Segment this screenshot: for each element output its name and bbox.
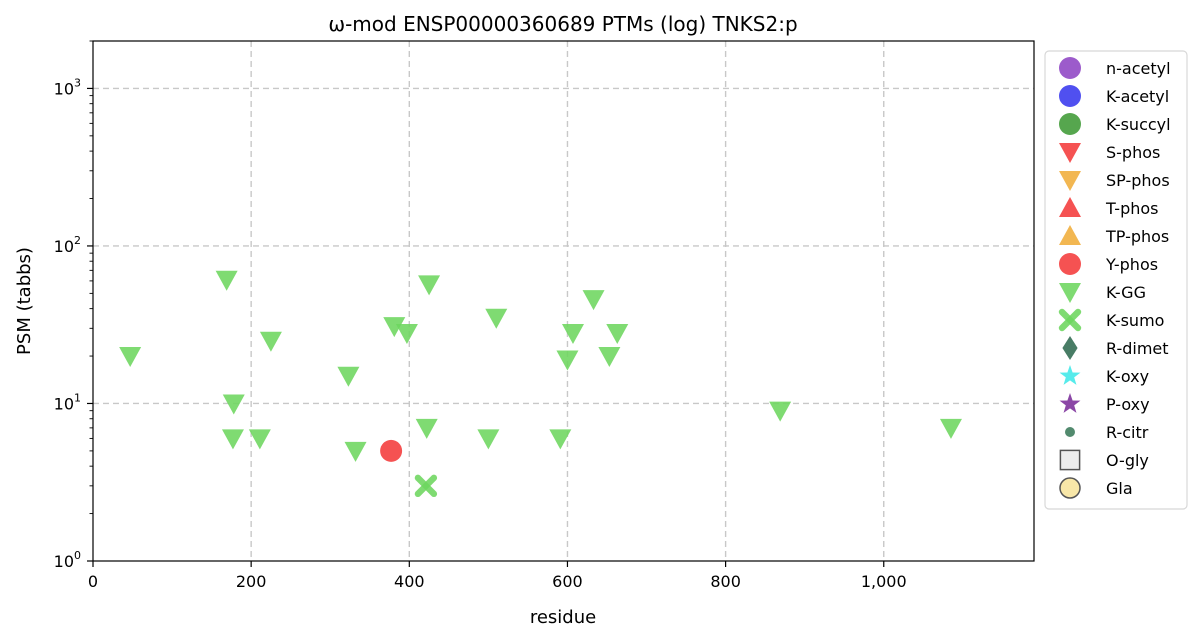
y-tick-label: 100 [54, 549, 81, 571]
data-point-k-gg [383, 317, 406, 338]
legend-item: Gla [1059, 477, 1133, 499]
legend-item: S-phos [1059, 143, 1160, 163]
data-point-k-gg [344, 441, 367, 462]
legend-label: T-phos [1105, 199, 1159, 218]
legend-marker [1059, 171, 1081, 191]
plot-frame [92, 40, 1035, 562]
data-point-k-gg [485, 308, 508, 329]
legend-item: K-GG [1059, 283, 1146, 303]
legend-marker [1059, 449, 1081, 471]
legend-label: K-oxy [1106, 367, 1149, 386]
legend-marker [1059, 365, 1081, 385]
data-point-k-gg [549, 429, 572, 450]
legend-item: R-dimet [1062, 336, 1169, 360]
legend-marker [1059, 283, 1081, 303]
legend-item: T-phos [1059, 197, 1159, 218]
data-point-k-gg [395, 324, 418, 345]
data-point-k-gg [561, 324, 584, 345]
data-point-k-sumo [414, 474, 438, 498]
x-tick-label: 0 [88, 572, 98, 591]
data-point-k-gg [222, 394, 245, 415]
legend-marker [1062, 336, 1078, 360]
data-point-k-gg [259, 331, 282, 352]
legend-item: Y-phos [1059, 253, 1158, 275]
legend-marker [1059, 85, 1081, 107]
legend-label: O-gly [1106, 451, 1149, 470]
legend-marker [1059, 477, 1081, 499]
data-point-k-gg [221, 429, 244, 450]
legend-item: R-citr [1065, 423, 1149, 442]
legend-label: R-citr [1106, 423, 1149, 442]
legend-label: K-succyl [1106, 115, 1171, 134]
legend-item: K-sumo [1058, 308, 1164, 332]
legend-marker [1059, 393, 1081, 413]
legend-marker [1059, 143, 1081, 163]
y-tick-label: 102 [54, 234, 81, 256]
data-point-k-gg [337, 366, 360, 387]
data-point-k-gg [415, 418, 438, 439]
legend-label: R-dimet [1106, 339, 1169, 358]
legend-marker [1059, 197, 1081, 217]
legend-item: P-oxy [1059, 393, 1150, 414]
data-point-k-gg [606, 324, 629, 345]
x-tick-label: 400 [394, 572, 425, 591]
y-axis-label: PSM (tabbs) [14, 247, 35, 355]
legend-item: K-acetyl [1059, 85, 1169, 107]
data-point-k-gg [418, 275, 441, 296]
data-point-k-gg [598, 347, 621, 368]
grid-layer [93, 41, 1034, 561]
legend-label: Y-phos [1105, 255, 1158, 274]
chart-title: ω-mod ENSP00000360689 PTMs (log) TNKS2:p [328, 12, 797, 36]
legend-marker [1059, 225, 1081, 245]
legend: n-acetyl K-acetyl K-succyl S-phos SP-phos T-p… [1044, 50, 1188, 510]
legend-item: O-gly [1059, 449, 1149, 471]
legend-item: K-oxy [1059, 365, 1149, 386]
legend-label: K-sumo [1106, 311, 1164, 330]
x-stroke [414, 474, 438, 498]
x-tick-label: 800 [710, 572, 741, 591]
legend-item: n-acetyl [1059, 57, 1171, 79]
x-stroke [1058, 308, 1082, 332]
data-point-k-gg [119, 347, 142, 368]
legend-label: S-phos [1106, 143, 1160, 162]
x-tick-label: 600 [552, 572, 583, 591]
data-point-k-gg [215, 270, 238, 291]
data-points [119, 270, 962, 498]
data-point-k-gg [939, 418, 962, 439]
legend-label: K-acetyl [1106, 87, 1169, 106]
legend-label: K-GG [1106, 283, 1146, 302]
x-axis-label: residue [530, 607, 596, 628]
legend-item: TP-phos [1059, 225, 1169, 246]
x-tick-label: 1,000 [861, 572, 907, 591]
y-tick-label: 101 [54, 391, 81, 413]
x-tick-label: 200 [236, 572, 267, 591]
legend-marker [1065, 427, 1075, 437]
legend-marker [1059, 253, 1081, 275]
legend-label: Gla [1106, 479, 1133, 498]
y-tick-label: 103 [54, 76, 81, 98]
data-point-y-phos [380, 439, 403, 462]
data-point-k-gg [769, 401, 792, 422]
legend-marker [1059, 57, 1081, 79]
data-point-k-gg [248, 429, 271, 450]
legend-label: TP-phos [1105, 227, 1169, 246]
data-point-k-gg [556, 350, 579, 371]
legend-marker [1059, 113, 1081, 135]
legend-label: SP-phos [1106, 171, 1170, 190]
data-point-k-gg [477, 429, 500, 450]
legend-item: K-succyl [1059, 113, 1171, 135]
legend-marker [1058, 308, 1082, 332]
legend-box [1044, 50, 1188, 510]
data-point-k-gg [582, 290, 605, 311]
legend-item: SP-phos [1059, 171, 1170, 191]
legend-label: P-oxy [1106, 395, 1150, 414]
axes: 0 200 400 600 800 1,000 100 101 102 103 [54, 40, 1035, 591]
legend-label: n-acetyl [1106, 59, 1171, 78]
